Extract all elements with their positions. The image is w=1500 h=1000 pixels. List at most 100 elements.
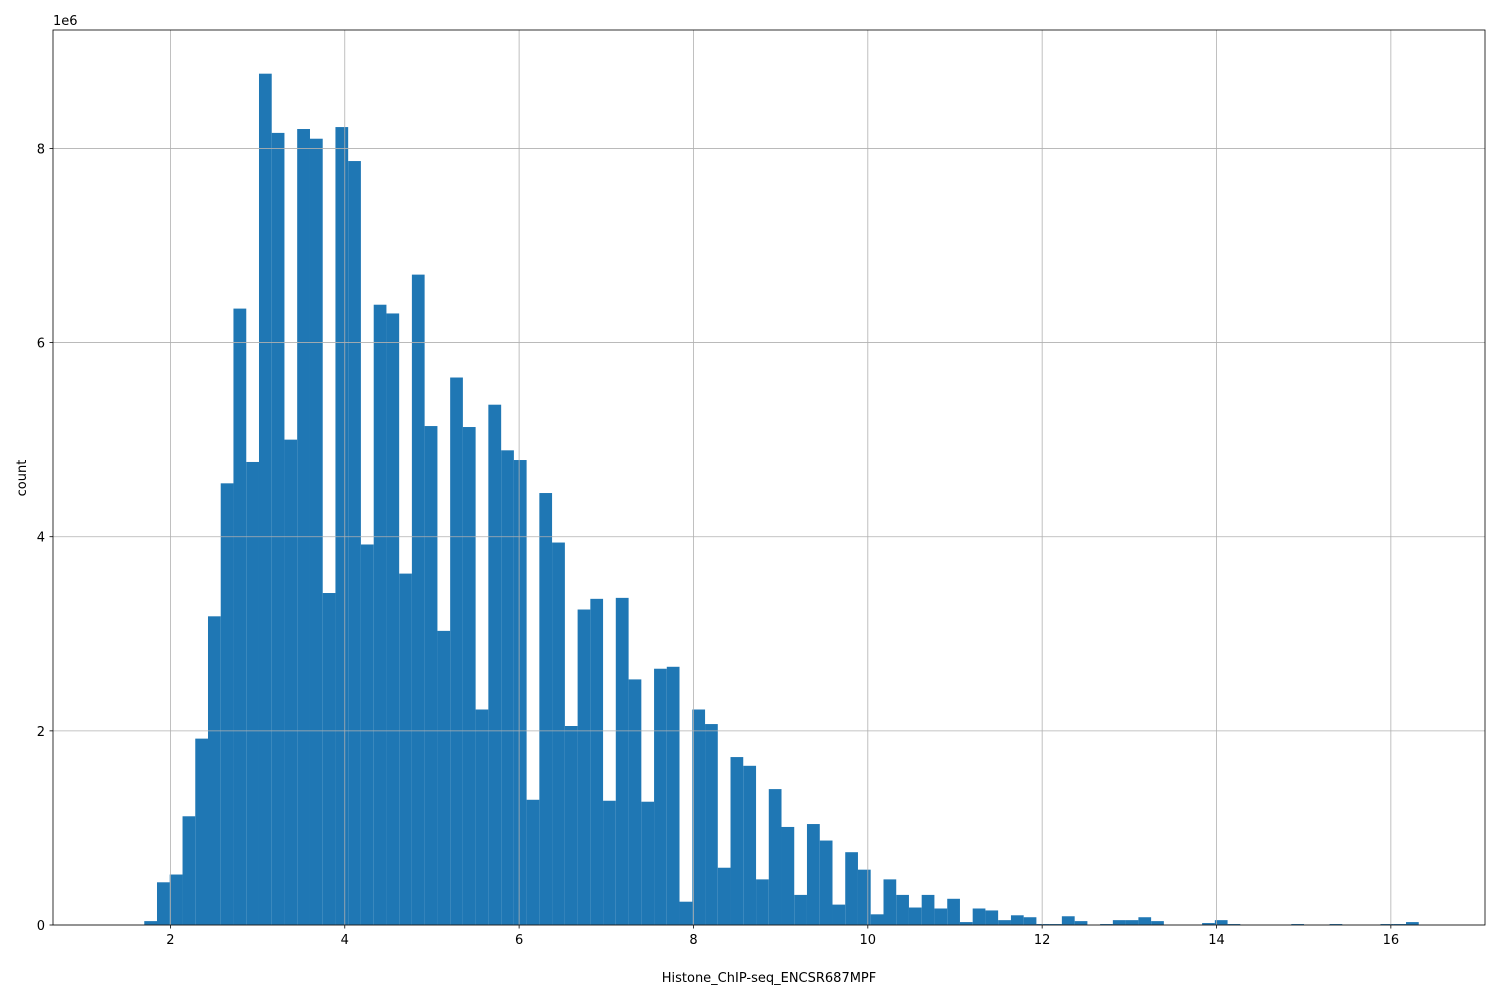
bar — [169, 874, 183, 925]
bar — [1227, 924, 1241, 925]
bar — [297, 129, 310, 926]
bar — [348, 161, 361, 925]
bar — [462, 427, 476, 925]
bar — [156, 882, 170, 925]
bar — [309, 138, 323, 926]
bar — [539, 493, 553, 925]
bar — [896, 894, 909, 925]
bar — [399, 573, 412, 925]
bar — [233, 308, 247, 925]
bar — [1151, 921, 1164, 925]
bar — [1023, 917, 1037, 925]
bar — [730, 757, 744, 925]
x-tick-label: 16 — [1383, 933, 1400, 948]
bar — [1112, 920, 1126, 925]
bar — [819, 840, 833, 925]
bar — [870, 914, 884, 925]
bar — [424, 426, 438, 925]
bar — [437, 630, 451, 925]
bar — [564, 726, 578, 925]
y-axis-label: count — [15, 460, 30, 497]
bar — [577, 609, 591, 925]
y-tick-label: 4 — [37, 531, 45, 546]
bar — [845, 852, 858, 925]
bar — [144, 921, 157, 925]
x-tick-label: 12 — [1034, 933, 1051, 948]
bar — [590, 598, 604, 925]
bar — [947, 898, 960, 925]
bar — [1329, 924, 1343, 925]
bar — [603, 800, 616, 925]
bar — [985, 910, 999, 925]
bar — [781, 826, 795, 925]
bar — [628, 679, 642, 925]
bar — [1061, 916, 1075, 925]
bar — [615, 597, 629, 925]
bar — [921, 894, 935, 925]
bar — [1202, 923, 1215, 925]
bar — [488, 404, 502, 926]
x-tick-label: 2 — [166, 933, 174, 948]
bar — [666, 666, 680, 925]
bar — [475, 709, 489, 925]
bar — [1393, 924, 1407, 925]
bar — [501, 450, 514, 925]
y-tick-label: 8 — [37, 142, 45, 157]
bar — [411, 274, 425, 926]
bar — [386, 313, 400, 925]
bar — [998, 920, 1011, 925]
x-axis-label: Histone_ChIP-seq_ENCSR687MPF — [662, 971, 877, 986]
x-tick-label: 14 — [1208, 933, 1225, 948]
bar — [806, 824, 820, 925]
bar — [1380, 924, 1394, 925]
bar — [373, 304, 387, 925]
bar — [246, 461, 259, 925]
bar — [1214, 920, 1228, 925]
y-tick-label: 2 — [37, 725, 45, 740]
bar — [1036, 924, 1050, 925]
x-tick-label: 6 — [515, 933, 523, 948]
bar — [335, 127, 349, 925]
x-tick-label: 4 — [341, 933, 349, 948]
y-tick-label: 6 — [37, 337, 45, 352]
bar — [959, 922, 973, 925]
bar — [513, 460, 527, 925]
bar — [182, 816, 196, 925]
bar — [284, 439, 298, 925]
bar — [220, 483, 234, 925]
bar — [641, 801, 655, 925]
bar — [1406, 922, 1419, 925]
plot-frame — [52, 29, 1486, 926]
bar — [705, 724, 718, 925]
bar — [271, 132, 285, 925]
bar — [883, 879, 897, 925]
bar — [794, 894, 807, 925]
bar — [679, 901, 693, 925]
bar — [756, 879, 769, 925]
y-offset-label: 1e6 — [53, 14, 78, 29]
bar — [1010, 915, 1024, 925]
y-tick-label: 0 — [37, 919, 45, 934]
bar — [1125, 920, 1139, 925]
bar — [1074, 921, 1088, 925]
bar — [934, 908, 948, 925]
bar — [450, 377, 463, 926]
bar — [1291, 924, 1305, 925]
bar — [552, 542, 565, 925]
bar — [857, 869, 871, 925]
bar — [908, 907, 922, 925]
bar — [768, 789, 782, 925]
bar — [526, 799, 540, 925]
bar — [972, 908, 986, 925]
bar — [717, 867, 731, 925]
bar — [207, 616, 221, 925]
bar — [1049, 924, 1062, 925]
x-tick-label: 10 — [860, 933, 877, 948]
bar — [195, 738, 208, 925]
bar — [1138, 917, 1152, 925]
bar — [322, 593, 336, 925]
bar — [743, 765, 757, 925]
bar — [654, 668, 667, 925]
